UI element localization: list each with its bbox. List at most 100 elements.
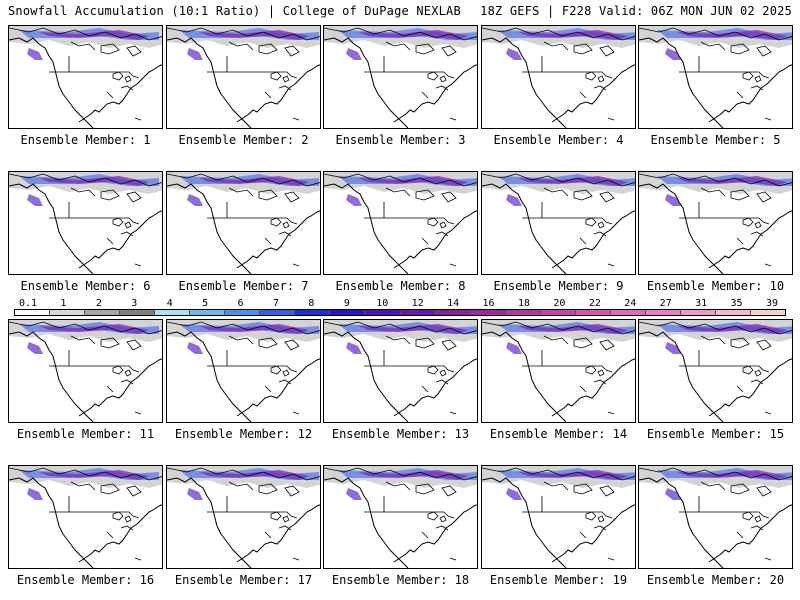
map-outline <box>482 37 635 128</box>
colorbar-swatch <box>15 310 51 315</box>
map-svg <box>324 172 477 274</box>
map-outline <box>742 71 762 83</box>
panel-label: Ensemble Member: 10 <box>646 279 785 293</box>
map-image <box>481 171 636 275</box>
map-outline <box>421 525 457 561</box>
snowfall-shading <box>346 48 362 60</box>
colorbar-swatch <box>470 310 506 315</box>
ensemble-panel[interactable]: Ensemble Member: 20 <box>638 465 793 593</box>
colorbar-swatch <box>330 310 366 315</box>
map-outline <box>207 496 298 519</box>
ensemble-panel[interactable]: Ensemble Member: 16 <box>8 465 163 593</box>
map-outline <box>482 477 635 568</box>
ensemble-panel[interactable]: Ensemble Member: 17 <box>166 465 321 593</box>
ensemble-panel[interactable]: Ensemble Member: 4 <box>481 25 636 153</box>
map-outline <box>9 467 162 497</box>
map-outline <box>324 27 477 57</box>
ensemble-panel[interactable]: Ensemble Member: 7 <box>166 171 321 299</box>
colorbar-swatch <box>750 310 786 315</box>
map-outline <box>585 511 605 523</box>
map-image <box>8 319 163 423</box>
map-image <box>481 319 636 423</box>
map-outline <box>207 202 298 225</box>
map-svg <box>167 320 320 422</box>
map-image <box>323 171 478 275</box>
map-outline <box>49 202 140 225</box>
ensemble-panel[interactable]: Ensemble Member: 12 <box>166 319 321 447</box>
ensemble-panel[interactable]: Ensemble Member: 3 <box>323 25 478 153</box>
ensemble-panel[interactable]: Ensemble Member: 2 <box>166 25 321 153</box>
map-svg <box>324 466 477 568</box>
snowfall-colorbar: 0.1 1 2 3 4 5 6 7 8 9 10 12 14 16 18 20 22 24 27 31 35 39 <box>14 298 786 318</box>
map-svg <box>639 466 792 568</box>
map-outline <box>270 217 290 229</box>
snowfall-shading <box>358 176 468 186</box>
ensemble-panel[interactable]: Ensemble Member: 10 <box>638 171 793 299</box>
map-outline <box>324 477 477 568</box>
panel-row-4: Ensemble Member: 16 Ensemble Member: 17 … <box>0 465 800 593</box>
panel-label: Ensemble Member: 7 <box>178 279 309 293</box>
map-svg <box>639 172 792 274</box>
panel-label: Ensemble Member: 9 <box>493 279 624 293</box>
snowfall-shading <box>665 194 681 206</box>
colorbar-swatch <box>610 310 646 315</box>
map-image <box>481 25 636 129</box>
ensemble-panel[interactable]: Ensemble Member: 15 <box>638 319 793 447</box>
colorbar-tick-label: 3 <box>131 298 138 309</box>
snowfall-shading <box>346 194 362 206</box>
ensemble-panel[interactable]: Ensemble Member: 9 <box>481 171 636 299</box>
map-outline <box>679 56 770 79</box>
colorbar-swatch <box>575 310 611 315</box>
map-image <box>166 25 321 129</box>
map-outline <box>9 173 162 203</box>
snowfall-shading <box>518 30 628 40</box>
colorbar-tick-label: 7 <box>272 298 280 309</box>
colorbar-tick-label: 18 <box>517 298 531 309</box>
panel-label: Ensemble Member: 2 <box>178 133 309 147</box>
map-outline <box>9 477 162 568</box>
map-svg <box>482 320 635 422</box>
map-outline <box>421 379 457 415</box>
snowfall-shading <box>665 48 681 60</box>
snowfall-shading <box>27 488 43 500</box>
map-outline <box>9 27 162 57</box>
colorbar-swatches <box>14 309 786 316</box>
colorbar-tick-label: 0.1 <box>18 298 38 309</box>
map-outline <box>167 331 320 422</box>
ensemble-panel[interactable]: Ensemble Member: 5 <box>638 25 793 153</box>
snowfall-shading <box>677 176 787 186</box>
map-outline <box>49 496 140 519</box>
map-outline <box>482 321 635 351</box>
map-outline <box>585 365 605 377</box>
map-outline <box>364 350 455 373</box>
map-outline <box>9 321 162 351</box>
snowfall-shading <box>677 30 787 40</box>
map-outline <box>679 496 770 519</box>
ensemble-panel[interactable]: Ensemble Member: 18 <box>323 465 478 593</box>
ensemble-panel[interactable]: Ensemble Member: 13 <box>323 319 478 447</box>
ensemble-panel[interactable]: Ensemble Member: 19 <box>481 465 636 593</box>
map-outline <box>742 511 762 523</box>
ensemble-panel[interactable]: Ensemble Member: 6 <box>8 171 163 299</box>
ensemble-panel[interactable]: Ensemble Member: 11 <box>8 319 163 447</box>
map-outline <box>736 231 772 267</box>
snowfall-shading <box>187 342 203 354</box>
ensemble-panel[interactable]: Ensemble Member: 14 <box>481 319 636 447</box>
colorbar-labels: 0.1 1 2 3 4 5 6 7 8 9 10 12 14 16 18 20 22 24 27 31 35 39 <box>14 298 786 309</box>
ensemble-panel[interactable]: Ensemble Member: 8 <box>323 171 478 299</box>
snowfall-shading <box>187 48 203 60</box>
map-outline <box>639 27 792 57</box>
map-outline <box>9 331 162 422</box>
map-svg <box>482 26 635 128</box>
panel-label: Ensemble Member: 17 <box>174 573 313 587</box>
colorbar-tick-label: 10 <box>376 298 389 309</box>
map-outline <box>106 379 142 415</box>
map-outline <box>522 56 613 79</box>
map-outline <box>679 202 770 225</box>
ensemble-panel[interactable]: Ensemble Member: 1 <box>8 25 163 153</box>
map-outline <box>167 173 320 203</box>
map-outline <box>264 525 300 561</box>
colorbar-tick-label: 24 <box>624 298 637 309</box>
snowfall-shading <box>506 48 522 60</box>
snowfall-shading <box>358 470 468 480</box>
